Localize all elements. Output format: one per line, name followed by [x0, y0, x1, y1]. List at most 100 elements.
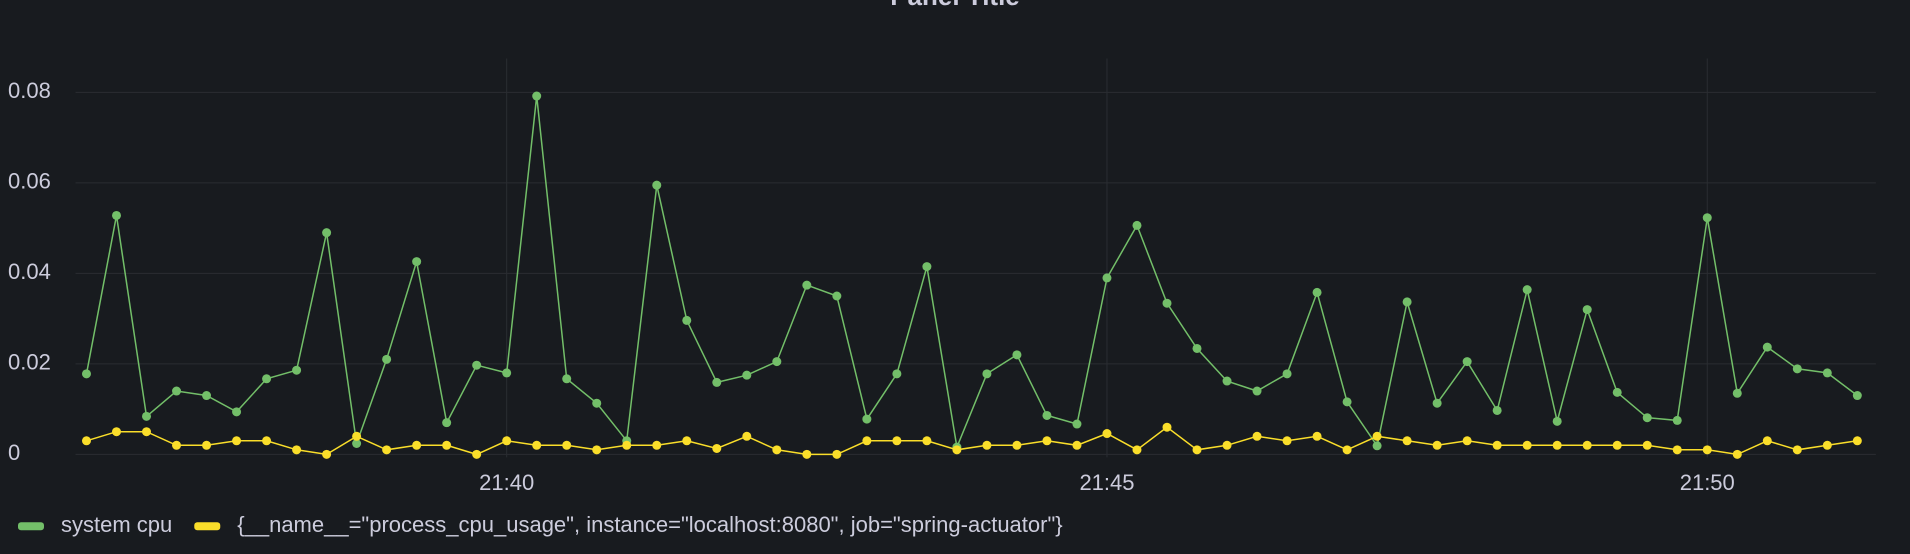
- data-point: [172, 386, 182, 396]
- data-point: [1762, 436, 1772, 446]
- data-point: [1822, 440, 1832, 450]
- data-point: [502, 436, 512, 446]
- data-point: [1552, 416, 1562, 426]
- data-point: [412, 257, 422, 267]
- data-point: [1312, 431, 1322, 441]
- data-point: [1282, 369, 1292, 379]
- x-tick-label: 21:40: [479, 470, 534, 495]
- data-point: [1462, 436, 1472, 446]
- data-point: [1702, 213, 1712, 223]
- data-point: [382, 445, 392, 455]
- data-point: [202, 391, 212, 401]
- data-point: [1852, 436, 1862, 446]
- data-point: [1372, 441, 1382, 451]
- data-point: [1072, 440, 1082, 450]
- data-point: [622, 440, 632, 450]
- data-point: [1222, 376, 1232, 386]
- legend-label: system cpu: [61, 512, 172, 537]
- data-point: [232, 407, 242, 417]
- data-point: [412, 440, 422, 450]
- data-point: [1012, 440, 1022, 450]
- data-point: [922, 262, 932, 272]
- data-point: [172, 440, 182, 450]
- data-point: [532, 440, 542, 450]
- data-point: [142, 411, 152, 421]
- data-point: [472, 449, 482, 459]
- data-point: [1732, 388, 1742, 398]
- data-point: [472, 360, 482, 370]
- data-point: [592, 398, 602, 408]
- data-point: [1162, 298, 1172, 308]
- data-point: [1342, 445, 1352, 455]
- data-point: [292, 445, 302, 455]
- legend-label: {__name__="process_cpu_usage", instance=…: [237, 512, 1062, 537]
- data-point: [1702, 445, 1712, 455]
- data-point: [1102, 273, 1112, 283]
- data-point: [922, 436, 932, 446]
- chart-title: Panel Title: [890, 0, 1020, 11]
- data-point: [1312, 287, 1322, 297]
- data-point: [352, 431, 362, 441]
- data-point: [1822, 368, 1832, 378]
- data-point: [802, 449, 812, 459]
- data-point: [892, 369, 902, 379]
- data-point: [262, 436, 272, 446]
- data-point: [1852, 391, 1862, 401]
- data-point: [742, 370, 752, 380]
- data-point: [832, 449, 842, 459]
- data-point: [682, 436, 692, 446]
- data-point: [802, 280, 812, 290]
- data-point: [1762, 342, 1772, 352]
- data-point: [1042, 410, 1052, 420]
- data-point: [1372, 431, 1382, 441]
- y-tick-label: 0.02: [8, 350, 51, 375]
- data-point: [232, 436, 242, 446]
- data-point: [1552, 440, 1562, 450]
- data-point: [1612, 440, 1622, 450]
- data-point: [292, 365, 302, 375]
- data-point: [1642, 440, 1652, 450]
- data-point: [1522, 440, 1532, 450]
- data-point: [1522, 285, 1532, 295]
- data-point: [1672, 415, 1682, 425]
- legend-swatch: [18, 522, 44, 531]
- data-point: [1162, 422, 1172, 432]
- data-point: [682, 315, 692, 325]
- data-point: [712, 443, 722, 453]
- data-point: [1492, 405, 1502, 415]
- data-point: [1432, 440, 1442, 450]
- data-point: [1402, 436, 1412, 446]
- x-tick-label: 21:45: [1079, 470, 1134, 495]
- data-point: [1492, 440, 1502, 450]
- data-point: [1252, 386, 1262, 396]
- data-point: [1432, 398, 1442, 408]
- x-tick-label: 21:50: [1680, 470, 1735, 495]
- data-point: [1072, 419, 1082, 429]
- data-point: [532, 91, 542, 101]
- data-point: [322, 228, 332, 238]
- data-point: [592, 445, 602, 455]
- data-point: [1252, 431, 1262, 441]
- data-point: [442, 440, 452, 450]
- data-point: [1222, 440, 1232, 450]
- y-tick-label: 0: [8, 440, 20, 465]
- data-point: [1132, 220, 1142, 230]
- data-point: [1042, 436, 1052, 446]
- data-point: [952, 445, 962, 455]
- data-point: [982, 369, 992, 379]
- data-point: [1582, 305, 1592, 315]
- data-point: [1282, 436, 1292, 446]
- data-point: [562, 440, 572, 450]
- data-point: [1342, 397, 1352, 407]
- data-point: [262, 374, 272, 384]
- legend-swatch: [194, 522, 221, 531]
- y-tick-label: 0.06: [8, 169, 51, 194]
- y-tick-label: 0.08: [8, 78, 51, 103]
- data-point: [1792, 364, 1802, 374]
- data-point: [202, 440, 212, 450]
- data-point: [742, 431, 752, 441]
- data-point: [1792, 445, 1802, 455]
- data-point: [1642, 413, 1652, 423]
